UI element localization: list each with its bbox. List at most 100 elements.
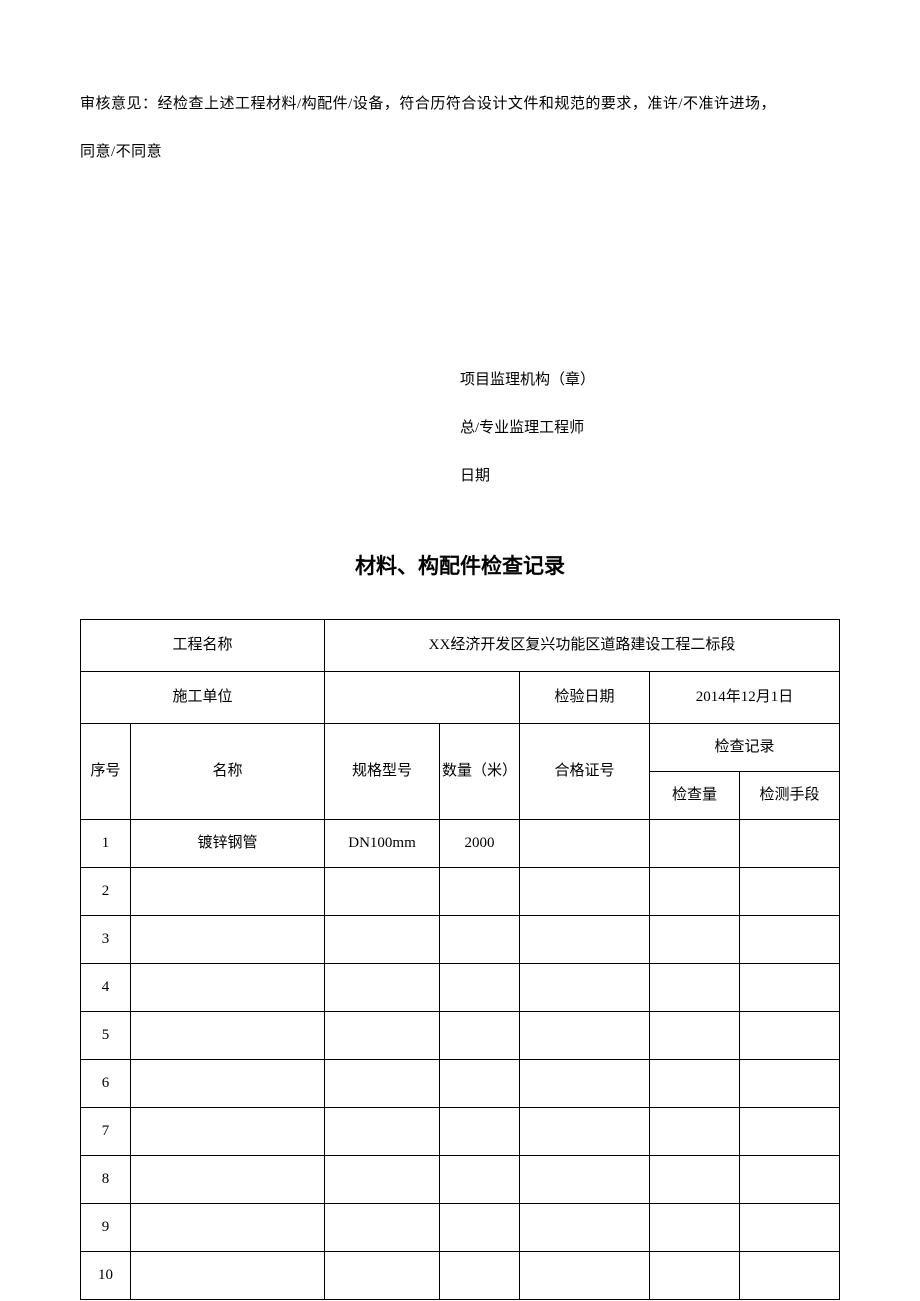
cell-seq: 7	[81, 1107, 131, 1155]
cell-check-qty	[650, 867, 740, 915]
inspection-table: 工程名称 XX经济开发区复兴功能区道路建设工程二标段 施工单位 检验日期 201…	[80, 619, 840, 1300]
cell-name	[131, 963, 325, 1011]
inspection-date-label: 检验日期	[520, 671, 650, 723]
table-header-row-1: 序号 名称 规格型号 数量（米） 合格证号 检查记录	[81, 723, 840, 771]
cell-name	[131, 915, 325, 963]
project-name-value: XX经济开发区复兴功能区道路建设工程二标段	[325, 619, 840, 671]
table-title: 材料、构配件检查记录	[80, 550, 840, 584]
cell-check-method	[740, 1155, 840, 1203]
table-row: 7	[81, 1107, 840, 1155]
cell-name	[131, 1059, 325, 1107]
cell-qty	[440, 1155, 520, 1203]
cell-seq: 2	[81, 867, 131, 915]
cell-seq: 4	[81, 963, 131, 1011]
cell-cert	[520, 819, 650, 867]
cell-seq: 5	[81, 1011, 131, 1059]
cell-spec	[325, 867, 440, 915]
cell-seq: 9	[81, 1203, 131, 1251]
cell-name	[131, 1107, 325, 1155]
header-certificate: 合格证号	[520, 723, 650, 819]
cell-qty: 2000	[440, 819, 520, 867]
cell-check-qty	[650, 1203, 740, 1251]
cell-check-method	[740, 1107, 840, 1155]
header-spec: 规格型号	[325, 723, 440, 819]
signature-section: 项目监理机构（章） 总/专业监理工程师 日期	[460, 356, 840, 500]
header-name: 名称	[131, 723, 325, 819]
cell-cert	[520, 1011, 650, 1059]
cell-check-method	[740, 819, 840, 867]
cell-spec	[325, 1011, 440, 1059]
cell-check-method	[740, 1203, 840, 1251]
cell-check-qty	[650, 1107, 740, 1155]
cell-seq: 10	[81, 1251, 131, 1299]
construction-unit-value	[325, 671, 520, 723]
cell-qty	[440, 867, 520, 915]
cell-qty	[440, 1251, 520, 1299]
table-row: 9	[81, 1203, 840, 1251]
cell-name	[131, 1155, 325, 1203]
table-row: 10	[81, 1251, 840, 1299]
cell-name	[131, 1251, 325, 1299]
cell-cert	[520, 963, 650, 1011]
cell-spec	[325, 1251, 440, 1299]
table-row: 4	[81, 963, 840, 1011]
header-quantity: 数量（米）	[440, 723, 520, 819]
table-row: 5	[81, 1011, 840, 1059]
cell-check-method	[740, 963, 840, 1011]
cell-check-qty	[650, 915, 740, 963]
cell-check-method	[740, 1251, 840, 1299]
table-row: 8	[81, 1155, 840, 1203]
opinion-section: 审核意见：经检查上述工程材料/构配件/设备，符合历符合设计文件和规范的要求，准许…	[80, 80, 840, 176]
cell-seq: 6	[81, 1059, 131, 1107]
table-row: 1 镀锌钢管 DN100mm 2000	[81, 819, 840, 867]
table-row: 3	[81, 915, 840, 963]
cell-spec	[325, 1155, 440, 1203]
cell-spec	[325, 1059, 440, 1107]
cell-cert	[520, 867, 650, 915]
cell-check-qty	[650, 819, 740, 867]
cell-name: 镀锌钢管	[131, 819, 325, 867]
cell-qty	[440, 915, 520, 963]
project-name-row: 工程名称 XX经济开发区复兴功能区道路建设工程二标段	[81, 619, 840, 671]
signature-date: 日期	[460, 452, 840, 500]
header-check-method: 检测手段	[740, 771, 840, 819]
header-check-qty: 检查量	[650, 771, 740, 819]
opinion-line-1: 审核意见：经检查上述工程材料/构配件/设备，符合历符合设计文件和规范的要求，准许…	[80, 80, 840, 128]
cell-check-method	[740, 1011, 840, 1059]
opinion-line-2: 同意/不同意	[80, 128, 840, 176]
signature-engineer: 总/专业监理工程师	[460, 404, 840, 452]
opinion-text-1: 经检查上述工程材料/构配件/设备，符合历符合设计文件和规范的要求，准许/不准许进…	[158, 96, 777, 112]
cell-cert	[520, 1059, 650, 1107]
cell-seq: 3	[81, 915, 131, 963]
cell-check-qty	[650, 1251, 740, 1299]
cell-name	[131, 1011, 325, 1059]
cell-check-qty	[650, 1059, 740, 1107]
header-seq: 序号	[81, 723, 131, 819]
cell-spec	[325, 963, 440, 1011]
construction-unit-label: 施工单位	[81, 671, 325, 723]
cell-check-qty	[650, 1011, 740, 1059]
inspection-date-value: 2014年12月1日	[650, 671, 840, 723]
cell-qty	[440, 1059, 520, 1107]
project-name-label: 工程名称	[81, 619, 325, 671]
cell-cert	[520, 915, 650, 963]
cell-spec	[325, 1203, 440, 1251]
cell-cert	[520, 1155, 650, 1203]
cell-qty	[440, 963, 520, 1011]
cell-check-method	[740, 915, 840, 963]
cell-cert	[520, 1251, 650, 1299]
cell-spec: DN100mm	[325, 819, 440, 867]
cell-check-method	[740, 867, 840, 915]
cell-seq: 8	[81, 1155, 131, 1203]
cell-seq: 1	[81, 819, 131, 867]
cell-check-method	[740, 1059, 840, 1107]
header-check-record: 检查记录	[650, 723, 840, 771]
cell-cert	[520, 1107, 650, 1155]
cell-cert	[520, 1203, 650, 1251]
cell-check-qty	[650, 963, 740, 1011]
cell-qty	[440, 1011, 520, 1059]
cell-spec	[325, 915, 440, 963]
table-row: 6	[81, 1059, 840, 1107]
table-row: 2	[81, 867, 840, 915]
construction-unit-row: 施工单位 检验日期 2014年12月1日	[81, 671, 840, 723]
